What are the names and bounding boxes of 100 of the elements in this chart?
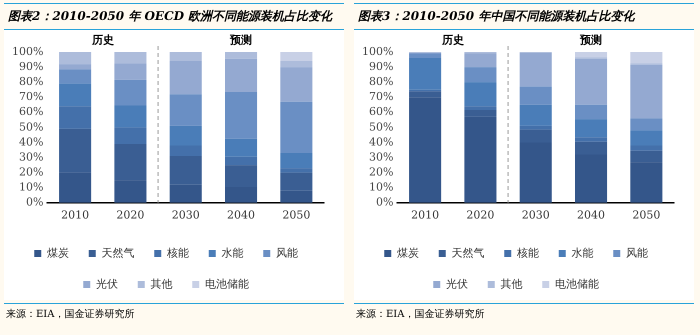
chart-title: 图表3：2010-2050 年中国不同能源装机占比变化: [354, 3, 694, 30]
y-tick-label: 50%: [368, 120, 394, 134]
bar: [280, 153, 312, 168]
bar: [224, 138, 258, 157]
bar: [224, 156, 258, 166]
y-tick-label: 100%: [362, 44, 394, 58]
bar: [630, 118, 662, 130]
bar: [170, 94, 202, 126]
y-tick-label: 70%: [18, 90, 44, 104]
legend-label: 光伏: [446, 277, 468, 290]
bar: [574, 58, 608, 105]
bar: [574, 52, 608, 58]
legend-label: 风能: [626, 246, 648, 260]
text: 历史: [90, 33, 114, 46]
bar: [630, 130, 662, 146]
x-tick-label: 2040: [227, 208, 256, 222]
bar: [170, 126, 202, 146]
bar: [280, 52, 312, 62]
legend-label: 水能: [571, 246, 594, 260]
bar: [574, 119, 608, 138]
y-tick-label: 30%: [18, 150, 44, 164]
bar: [59, 106, 92, 129]
x-tick-label: 2050: [282, 208, 310, 222]
source-note: 来源：EIA，国金证券研究所: [354, 303, 694, 324]
text: 预测: [229, 33, 252, 46]
y-tick-label: 60%: [368, 105, 394, 118]
y-tick-label: 40%: [368, 135, 394, 148]
legend-label: 电池储能: [554, 277, 599, 290]
text: 历史: [440, 33, 464, 46]
bar: [114, 63, 146, 80]
legend-label: 其他: [500, 277, 522, 290]
y-tick-label: 80%: [18, 75, 44, 88]
legend-label: 天然气: [451, 246, 484, 260]
x-tick-label: 2030: [522, 208, 550, 222]
bar: [280, 102, 312, 154]
bar: [409, 54, 442, 58]
chart-title: 图表2：2010-2050 年 OECD 欧洲不同能源装机占比变化: [4, 3, 344, 30]
y-tick-label: 20%: [18, 166, 44, 178]
legend-label: 光伏: [96, 277, 118, 290]
bar: [464, 54, 496, 68]
bar: [520, 86, 552, 105]
bar: [280, 61, 312, 68]
bar: [170, 61, 202, 94]
bar: [114, 127, 146, 144]
bar: [464, 67, 496, 82]
y-tick-label: 20%: [368, 166, 394, 178]
bar: [574, 137, 608, 142]
y-tick-label: 80%: [368, 75, 394, 88]
y-tick-label: 70%: [368, 90, 394, 104]
legend-label: 煤炭: [396, 246, 419, 260]
legend-label: 水能: [221, 246, 244, 260]
y-tick-label: 60%: [18, 105, 44, 118]
bar: [224, 58, 258, 92]
text: 预测: [579, 33, 602, 46]
y-tick-label: 40%: [18, 135, 44, 148]
y-tick-label: 30%: [368, 150, 394, 164]
legend-label: 电池储能: [204, 277, 249, 290]
x-tick-label: 2010: [411, 208, 440, 222]
bar: [224, 52, 258, 59]
bar: [59, 52, 92, 64]
legend-label: 风能: [276, 246, 298, 260]
x-tick-label: 2040: [577, 208, 606, 222]
y-tick-label: 90%: [368, 60, 394, 73]
legend-label: 其他: [150, 277, 172, 290]
x-tick-label: 2020: [116, 208, 144, 222]
bar: [464, 106, 496, 110]
x-tick-label: 2010: [61, 208, 90, 222]
bar: [520, 126, 552, 130]
bar: [114, 80, 146, 106]
bar: [464, 82, 496, 106]
y-tick-label: 10%: [18, 180, 44, 194]
y-tick-label: 10%: [368, 180, 394, 194]
bar: [59, 84, 92, 106]
bar: [170, 52, 202, 62]
bar: [630, 145, 662, 151]
legend-label: 天然气: [101, 246, 134, 260]
bar: [280, 67, 312, 102]
bar: [59, 64, 92, 70]
bar: [114, 52, 146, 64]
x-tick-label: 2050: [632, 208, 660, 222]
legend-label: 核能: [166, 246, 189, 260]
y-tick-label: 90%: [18, 60, 44, 73]
bar: [280, 168, 312, 173]
x-tick-label: 2020: [466, 208, 494, 222]
bar: [224, 92, 258, 139]
bar: [520, 104, 552, 126]
y-tick-label: 50%: [18, 120, 44, 134]
bar: [630, 52, 662, 64]
x-tick-label: 2030: [172, 208, 200, 222]
legend-label: 核能: [516, 246, 539, 260]
bar: [170, 145, 202, 156]
bar: [114, 106, 146, 128]
legend-label: 煤炭: [46, 246, 69, 260]
bar: [630, 64, 662, 118]
y-tick-label: 0%: [376, 196, 394, 209]
bar: [574, 104, 608, 120]
bar: [59, 69, 92, 84]
y-tick-label: 100%: [12, 44, 44, 58]
source-note: 来源：EIA，国金证券研究所: [4, 303, 344, 324]
bar: [520, 52, 552, 87]
